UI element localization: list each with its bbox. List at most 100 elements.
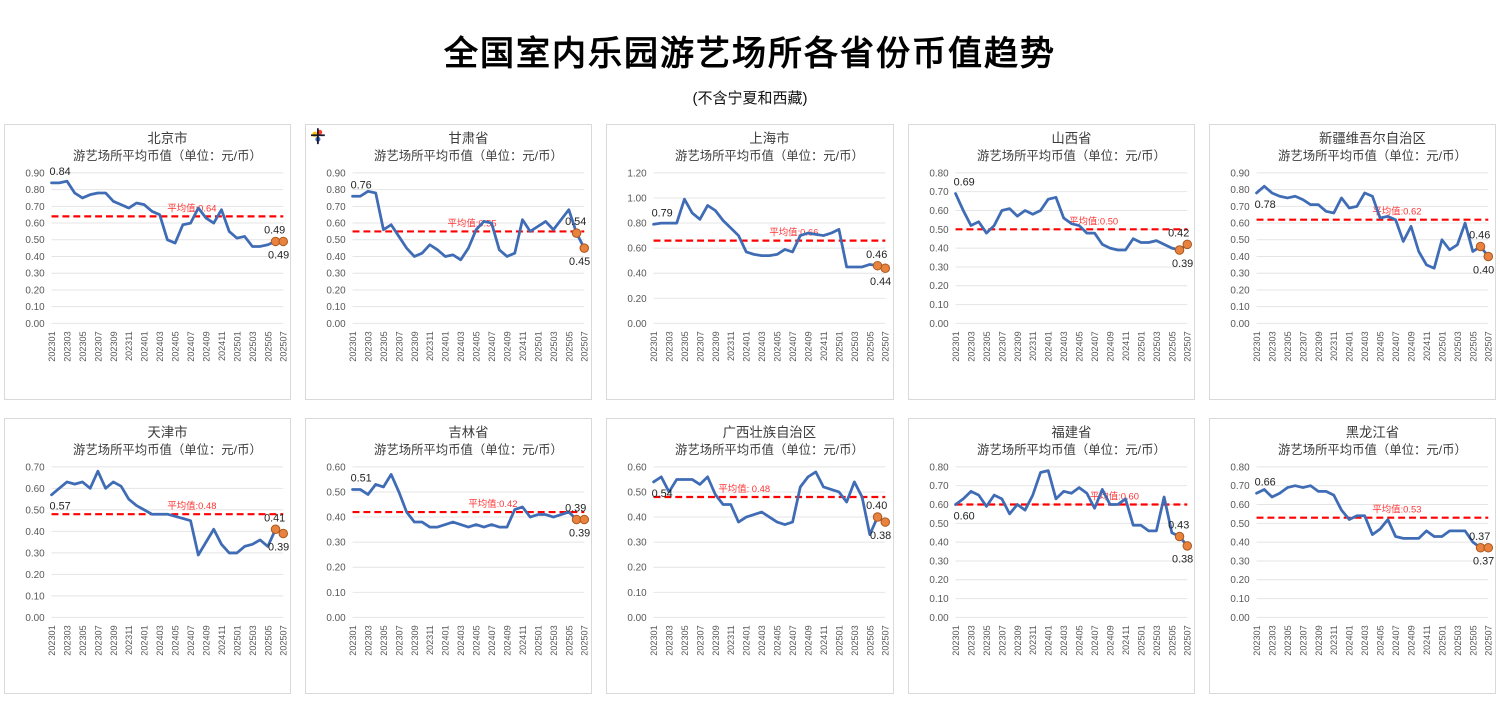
y-axis-tick-label: 0.40	[1230, 538, 1250, 549]
chart-subtitle: 游艺场所平均币值（单位：元/币）	[675, 148, 864, 163]
average-value-label: 平均值:0.50	[1069, 215, 1118, 226]
y-axis-tick-label: 0.40	[929, 244, 949, 255]
x-axis-tick-label: 202301	[649, 625, 659, 655]
x-axis-tick-label: 202305	[379, 331, 389, 361]
x-axis-tick-label: 202309	[1012, 331, 1022, 361]
x-axis-tick-label: 202303	[1267, 331, 1277, 361]
y-axis-tick-label: 0.60	[1230, 219, 1250, 230]
x-axis-tick-label: 202501	[1136, 625, 1146, 655]
first-value-label: 0.60	[953, 510, 974, 522]
y-axis-tick-label: 0.60	[25, 484, 45, 495]
y-axis-tick-label: 0.10	[1230, 302, 1250, 313]
endpoint-marker	[579, 514, 590, 525]
chart-card-shanghai: 上海市 游艺场所平均币值（单位：元/币） 0.00 0.20 0.40 0.60 0.80 1…	[606, 124, 894, 400]
average-value-label: 平均值:0.42	[469, 498, 518, 509]
chart-title: 广西壮族自治区	[723, 425, 817, 440]
y-axis-tick-label: 0.60	[929, 500, 949, 511]
endpoint-marker	[571, 228, 582, 238]
y-axis-tick-label: 0.80	[1230, 462, 1250, 473]
x-axis-tick-label: 202507	[1484, 625, 1494, 655]
chart-title: 天津市	[147, 424, 187, 440]
x-axis-tick-label: 202505	[1468, 331, 1478, 361]
x-axis-tick-label: 202405	[773, 331, 783, 361]
x-axis-tick-label: 202407	[186, 331, 196, 361]
page-subtitle: (不含宁夏和西藏)	[692, 90, 808, 107]
trend-line	[50, 469, 285, 557]
trend-line	[1254, 484, 1490, 550]
y-axis-tick-label: 0.80	[628, 219, 648, 230]
y-axis-tick-label: 0.00	[1230, 319, 1250, 330]
x-axis-tick-label: 202507	[881, 625, 891, 655]
y-axis-tick-label: 0.00	[1230, 613, 1250, 624]
y-axis-tick-label: 0.20	[929, 575, 949, 586]
first-value-label: 0.51	[351, 473, 372, 485]
x-axis-tick-label: 202405	[1074, 625, 1084, 655]
last-value-label-below: 0.39	[569, 527, 590, 539]
x-axis-tick-label: 202507	[1484, 331, 1494, 361]
x-axis-tick-label: 202307	[93, 625, 103, 655]
x-axis-tick-label: 202405	[1375, 331, 1385, 361]
x-axis-tick-label: 202301	[1252, 625, 1262, 655]
x-axis-tick-label: 202401	[1344, 331, 1354, 361]
x-axis-tick-label: 202405	[472, 331, 482, 361]
x-axis-tick-label: 202307	[696, 625, 706, 655]
x-axis-tick-label: 202403	[1059, 331, 1069, 361]
first-value-label: 0.76	[351, 179, 372, 191]
endpoint-marker	[270, 524, 281, 534]
y-axis-tick-label: 0.80	[929, 462, 949, 473]
endpoint-marker	[1483, 543, 1493, 553]
x-axis-tick-label: 202303	[966, 331, 976, 361]
chart-card-xinjiang: 新疆维吾尔自治区 游艺场所平均币值（单位：元/币） 0.00 0.10 0.20 0.30…	[1208, 124, 1496, 400]
y-axis-tick-label: 0.40	[1230, 252, 1250, 263]
x-axis-tick-label: 202411	[217, 331, 227, 361]
chart-title: 山西省	[1051, 131, 1091, 146]
x-axis-tick-label: 202309	[109, 625, 119, 655]
y-axis-tick-label: 0.20	[1230, 575, 1250, 586]
x-axis-tick-label: 202407	[788, 625, 798, 655]
x-axis-tick-label: 202303	[665, 331, 675, 361]
y-axis-tick-label: 0.80	[25, 185, 45, 196]
y-axis-tick-label: 0.00	[25, 613, 45, 624]
x-axis-tick-label: 202301	[47, 331, 57, 361]
endpoint-marker	[278, 236, 289, 247]
average-value-label: 平均值:0.48	[167, 500, 216, 511]
endpoint-marker	[1475, 241, 1486, 252]
x-axis-tick-label: 202403	[758, 625, 768, 655]
x-axis-tick-label: 202409	[503, 625, 513, 655]
y-axis-tick-label: 0.30	[628, 538, 648, 549]
chart-subtitle: 游艺场所平均币值（单位：元/币）	[977, 442, 1166, 457]
x-axis-tick-label: 202311	[124, 331, 134, 361]
y-axis-tick-label: 0.10	[929, 594, 949, 605]
x-axis-tick-label: 202503	[549, 625, 559, 655]
chart-subtitle: 游艺场所平均币值（单位：元/币）	[1278, 148, 1467, 163]
x-axis-tick-label: 202411	[217, 625, 227, 655]
x-axis-tick-label: 202401	[441, 331, 451, 361]
x-axis-tick-label: 202305	[982, 331, 992, 361]
x-axis-tick-label: 202401	[140, 331, 150, 361]
x-axis-tick-label: 202405	[472, 625, 482, 655]
chart-card-fujian: 福建省 游艺场所平均币值（单位：元/币） 0.00 0.10 0.20 0.30 0.40 0…	[907, 418, 1195, 694]
chart-title: 黑龙江省	[1345, 425, 1398, 440]
y-axis-tick-label: 0.00	[929, 319, 949, 330]
chart-subtitle: 游艺场所平均币值（单位：元/币）	[1278, 442, 1467, 457]
charts-grid: 北京市 游艺场所平均币值（单位：元/币） 0.00 0.10 0.20 0.30 0.40 0…	[0, 108, 1500, 694]
y-axis-tick-label: 0.40	[628, 513, 648, 524]
x-axis-tick-label: 202411	[1422, 625, 1432, 655]
x-axis-tick-label: 202409	[1105, 625, 1115, 655]
y-axis-tick-label: 0.80	[1230, 185, 1250, 196]
chart-subtitle: 游艺场所平均币值（单位：元/币）	[675, 442, 864, 457]
x-axis-tick-label: 202503	[1151, 625, 1161, 655]
x-axis-tick-label: 202507	[279, 625, 289, 655]
y-axis-tick-label: 0.40	[25, 527, 45, 538]
x-axis-tick-label: 202407	[1090, 331, 1100, 361]
y-axis-tick-label: 0.90	[25, 168, 45, 179]
x-axis-tick-label: 202307	[997, 625, 1007, 655]
trend-line	[652, 197, 888, 270]
last-value-label-below: 0.40	[1473, 264, 1494, 276]
x-axis-tick-label: 202403	[1360, 331, 1370, 361]
x-axis-tick-label: 202305	[680, 331, 690, 361]
x-axis-tick-label: 202501	[1437, 331, 1447, 361]
